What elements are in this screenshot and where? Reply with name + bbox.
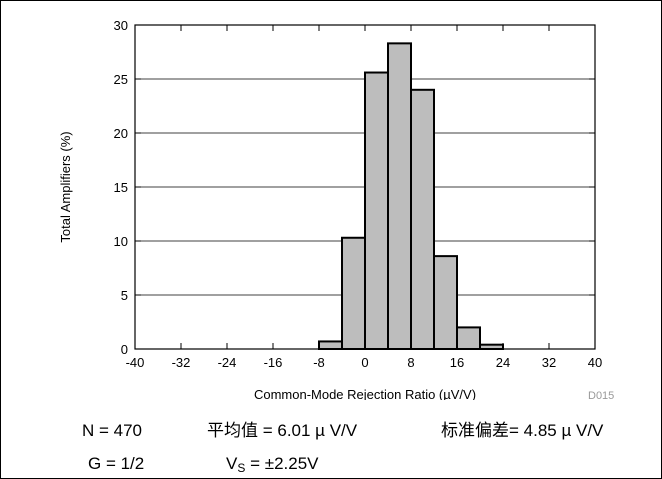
x-tick-label: 40	[588, 355, 602, 370]
y-tick-label: 30	[114, 18, 128, 33]
mean-value: = 6.01 µ V/V	[258, 421, 358, 440]
x-tick-label: 0	[361, 355, 368, 370]
histogram-bar	[456, 326, 481, 350]
plot-border	[134, 24, 596, 350]
std-dev-stat: 标准偏差= 4.85 µ V/V	[441, 421, 603, 441]
y-axis-title: Total Amplifiers (%)	[58, 131, 73, 242]
plot-area: 0 5 10 15 20 25 30 -40 -32 -24 -16 -8 0 8 16 24 32 40	[114, 18, 603, 370]
y-tick-label: 0	[121, 342, 128, 357]
y-tick-label: 20	[114, 126, 128, 141]
supply-voltage-value: = ±2.25V	[245, 454, 319, 473]
sample-count-text: N = 470	[82, 421, 143, 440]
x-tick-label: -32	[172, 355, 191, 370]
x-tick-label: 32	[542, 355, 556, 370]
gain-text: G = 1/2	[88, 454, 145, 473]
histogram-bar	[433, 255, 458, 350]
histogram-bar	[318, 340, 343, 351]
mean-label: 平均值	[207, 421, 258, 441]
x-tick-label: -24	[218, 355, 237, 370]
x-tick-label: 16	[450, 355, 464, 370]
supply-voltage-subscript: S	[237, 461, 246, 475]
x-tick-label: -40	[126, 355, 145, 370]
gain-stat: G = 1/2	[88, 454, 144, 474]
sample-count: N = 470	[82, 421, 142, 441]
std-dev-label: 标准偏差	[441, 421, 509, 441]
y-tick-label: 10	[114, 234, 128, 249]
figure-code: D015	[588, 390, 614, 400]
y-tick-label: 5	[121, 288, 128, 303]
histogram-bar	[364, 71, 389, 351]
y-tick-label: 15	[114, 180, 128, 195]
y-tick-label: 25	[114, 72, 128, 87]
x-tick-label: 8	[407, 355, 414, 370]
std-dev-value: = 4.85 µ V/V	[509, 421, 604, 440]
x-tick-label: 24	[496, 355, 510, 370]
histogram-bar	[410, 88, 435, 351]
histogram-bar	[387, 42, 412, 351]
supply-voltage-stat: VS = ±2.25V	[226, 454, 319, 478]
x-tick-label: -16	[264, 355, 283, 370]
histogram-bar	[341, 236, 366, 350]
x-axis-title: Common-Mode Rejection Ratio (µV/V)	[254, 387, 476, 400]
histogram-bar	[479, 343, 504, 350]
mean-stat: 平均值 = 6.01 µ V/V	[207, 421, 357, 441]
histogram-chart: 0 5 10 15 20 25 30 -40 -32 -24 -16 -8 0 8 16 24 32 40 Tot…	[58, 18, 614, 400]
supply-voltage-prefix: V	[226, 454, 238, 473]
x-tick-label: -8	[313, 355, 325, 370]
